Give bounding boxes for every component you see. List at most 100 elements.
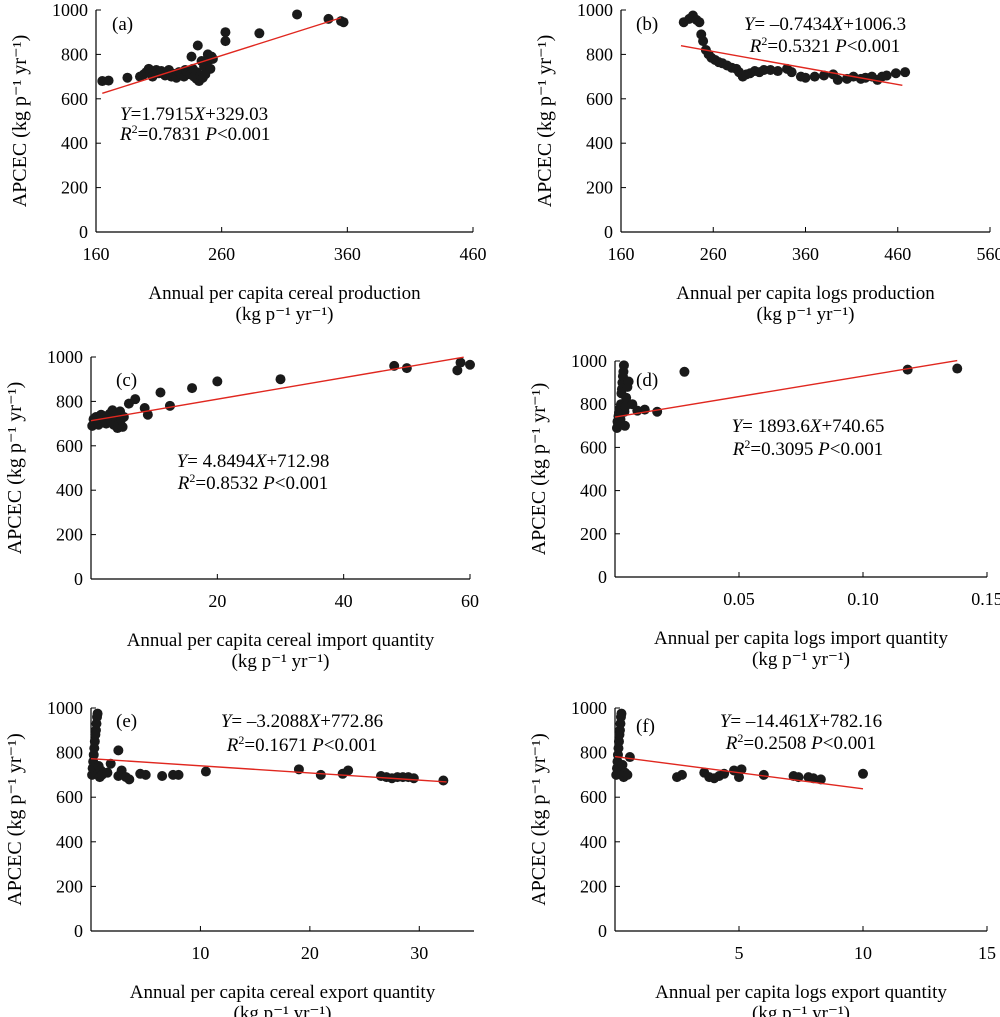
regression-equation: Y=1.7915X+329.03 (120, 104, 268, 125)
x-tick-label: 20 (208, 591, 226, 611)
x-tick-label: 30 (410, 943, 428, 963)
y-tick-label: 1000 (577, 0, 613, 20)
regression-equation: Y= 4.8494X+712.98 (177, 451, 330, 472)
r-squared-annotation: R2=0.3095 P<0.001 (732, 437, 883, 460)
y-axis-label: APCEC (kg p⁻¹ yr⁻¹) (4, 382, 26, 555)
data-point (113, 745, 124, 756)
chart-panel: 0 200 400 600 800 1000 5 10 15 APCEC (kg p⁻¹ yr⁻¹… (528, 698, 996, 1017)
y-tick-label: 0 (598, 921, 607, 941)
data-point (343, 765, 354, 776)
x-tick-label: 460 (884, 244, 911, 264)
y-axis-label: APCEC (kg p⁻¹ yr⁻¹) (9, 35, 31, 208)
data-point (143, 63, 154, 74)
x-axis-label: Annual per capita logs import quantity (654, 628, 948, 649)
panel-label: (a) (112, 14, 133, 35)
data-point (117, 421, 128, 432)
data-point (401, 363, 412, 374)
y-tick-label: 600 (586, 89, 613, 109)
data-point (618, 360, 629, 371)
y-tick-label: 800 (586, 44, 613, 64)
data-point (102, 767, 113, 778)
data-point (698, 36, 709, 47)
y-tick-label: 600 (61, 89, 88, 109)
y-tick-label: 200 (56, 525, 83, 545)
y-axis-label: APCEC (kg p⁻¹ yr⁻¹) (528, 733, 550, 906)
x-tick-label: 560 (977, 244, 1000, 264)
regression-equation: Y= –0.7434X+1006.3 (744, 14, 906, 35)
y-tick-label: 200 (56, 876, 83, 896)
data-point (616, 708, 627, 719)
data-point (452, 365, 463, 376)
regression-equation: Y= –14.461X+782.16 (720, 711, 882, 732)
x-tick-label: 160 (608, 244, 635, 264)
y-tick-label: 0 (74, 921, 83, 941)
y-tick-label: 600 (56, 787, 83, 807)
y-tick-label: 400 (580, 481, 607, 501)
data-point (142, 409, 153, 420)
r-squared-annotation: R2=0.1671 P<0.001 (226, 733, 377, 756)
chart-panel: 0 200 400 600 800 1000 160 260 360 460 APCEC (kg p… (9, 0, 487, 325)
data-point (832, 74, 843, 85)
data-point (220, 27, 231, 38)
data-point (124, 774, 135, 785)
chart-panel: 0 200 400 600 800 1000 20 40 60 APCEC (kg p⁻¹ yr⁻… (4, 347, 479, 672)
r-squared-annotation: R2=0.5321 P<0.001 (749, 34, 900, 57)
y-tick-label: 200 (580, 876, 607, 896)
y-tick-label: 0 (79, 222, 88, 242)
data-point (624, 752, 635, 763)
data-point (118, 411, 129, 422)
data-point (157, 771, 168, 782)
data-point (809, 71, 820, 82)
x-axis-label: Annual per capita cereal production (148, 283, 421, 304)
y-axis-label: APCEC (kg p⁻¹ yr⁻¹) (534, 35, 556, 208)
data-point (808, 773, 819, 784)
data-point (140, 769, 151, 780)
data-point (815, 774, 826, 785)
regression-line (614, 755, 864, 790)
data-point (952, 363, 963, 374)
y-tick-label: 200 (580, 524, 607, 544)
x-axis-label: Annual per capita logs production (676, 283, 935, 304)
x-tick-label: 0.15 (971, 589, 1000, 609)
y-tick-label: 400 (580, 832, 607, 852)
x-tick-label: 10 (191, 943, 209, 963)
data-point (734, 772, 744, 783)
data-point (254, 28, 265, 39)
data-point (858, 768, 868, 779)
regression-line (680, 45, 903, 87)
x-tick-label: 10 (854, 943, 872, 963)
x-axis-unit-label: (kg p⁻¹ yr⁻¹) (236, 304, 334, 325)
regression-line (90, 356, 464, 422)
y-tick-label: 1000 (571, 698, 607, 718)
y-tick-label: 800 (61, 44, 88, 64)
x-tick-label: 460 (460, 244, 487, 264)
panel-label: (b) (636, 14, 658, 35)
x-tick-label: 260 (700, 244, 727, 264)
y-tick-label: 600 (56, 436, 83, 456)
x-tick-label: 0.10 (847, 589, 879, 609)
data-point (155, 387, 166, 398)
data-point (315, 769, 326, 780)
regression-equation: Y= –3.2088X+772.86 (221, 711, 383, 732)
y-tick-label: 200 (61, 178, 88, 198)
r-squared-annotation: R2=0.2508 P<0.001 (725, 731, 876, 754)
data-point (92, 708, 103, 719)
chart-panel: 0 200 400 600 800 1000 160 260 360 460 560 APCEC (k… (534, 0, 1000, 325)
data-point (890, 68, 901, 79)
y-tick-label: 0 (604, 222, 613, 242)
data-point (676, 769, 687, 780)
data-point (900, 67, 911, 78)
y-tick-label: 1000 (47, 698, 83, 718)
panel-label: (c) (116, 370, 137, 391)
x-tick-label: 0.05 (723, 589, 755, 609)
data-point (164, 400, 175, 411)
x-tick-label: 20 (301, 943, 319, 963)
x-axis-unit-label: (kg p⁻¹ yr⁻¹) (752, 649, 850, 670)
data-point (205, 63, 216, 74)
y-tick-label: 800 (56, 743, 83, 763)
x-tick-label: 160 (83, 244, 110, 264)
data-point (103, 75, 114, 86)
y-tick-label: 400 (56, 832, 83, 852)
data-point (113, 771, 124, 782)
